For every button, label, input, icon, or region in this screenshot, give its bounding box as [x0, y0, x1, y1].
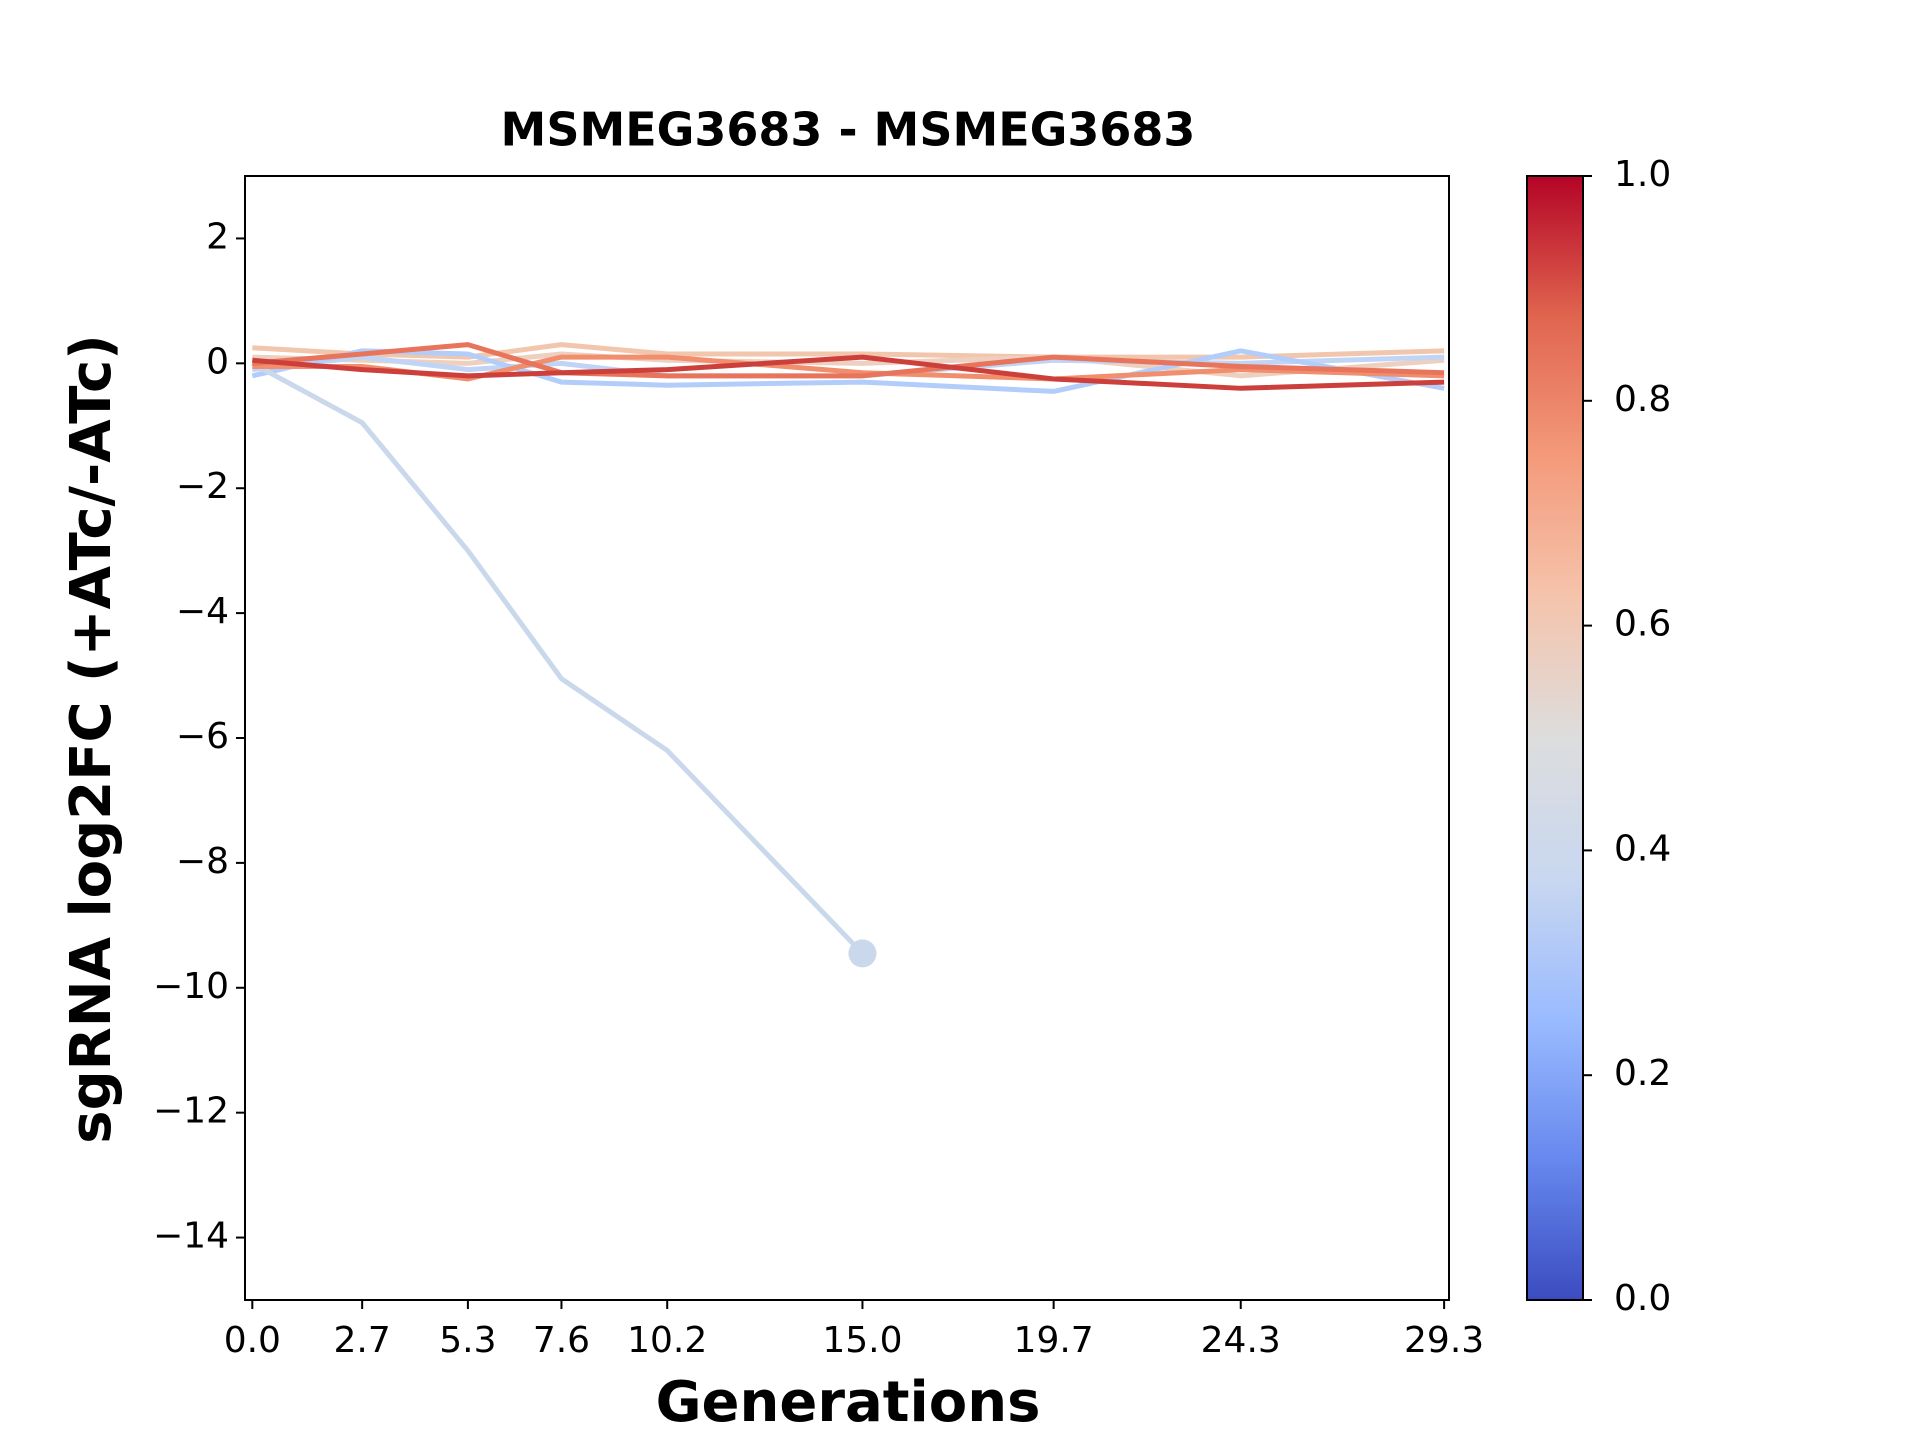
series-line — [252, 342, 1445, 379]
end-marker — [848, 939, 877, 968]
x-tick-label: 7.6 — [533, 1320, 590, 1361]
colorbar-tick-label: 0.0 — [1614, 1278, 1671, 1319]
y-tick-label: −10 — [153, 966, 229, 1007]
x-tick-label: 15.0 — [822, 1320, 902, 1361]
x-tick-label: 10.2 — [627, 1320, 707, 1361]
colorbar-tick-label: 1.0 — [1614, 154, 1671, 195]
y-tick-label: −4 — [176, 591, 229, 632]
y-tick-label: −14 — [153, 1216, 229, 1257]
x-tick-label: 5.3 — [439, 1320, 496, 1361]
x-tick-label: 19.7 — [1014, 1320, 1094, 1361]
colorbar-tick-label: 0.6 — [1614, 604, 1671, 645]
y-tick-label: −8 — [176, 841, 229, 882]
x-tick-label: 24.3 — [1201, 1320, 1281, 1361]
colorbar-tick-label: 0.2 — [1614, 1053, 1671, 1094]
x-axis-label: Generations — [656, 1370, 1041, 1435]
series-line — [251, 361, 865, 956]
series-line — [252, 342, 1445, 360]
x-tick-label: 0.0 — [224, 1320, 281, 1361]
y-tick-label: 0 — [206, 341, 229, 382]
y-tick-label: −12 — [153, 1091, 229, 1132]
x-tick-label: 29.3 — [1404, 1320, 1484, 1361]
series-line — [252, 354, 1445, 391]
colorbar-tick-label: 0.8 — [1614, 379, 1671, 420]
y-tick-label: −6 — [176, 716, 229, 757]
colorbar-tick-label: 0.4 — [1614, 828, 1671, 869]
y-axis-label: sgRNA log2FC (+ATc/-ATc) — [59, 334, 124, 1144]
chart-title: MSMEG3683 - MSMEG3683 — [501, 103, 1196, 157]
y-tick-label: 2 — [206, 216, 229, 257]
x-tick-label: 2.7 — [334, 1320, 391, 1361]
plot-frame — [244, 175, 1450, 1301]
colorbar — [1526, 175, 1584, 1301]
y-tick-label: −2 — [176, 466, 229, 507]
